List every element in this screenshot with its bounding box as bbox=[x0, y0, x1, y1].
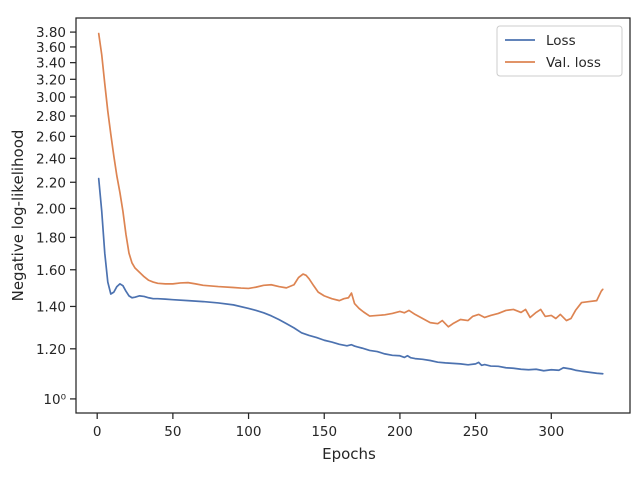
y-tick-label: 1.60 bbox=[36, 263, 66, 279]
x-axis-title: Epochs bbox=[322, 445, 376, 463]
series-line-val-loss bbox=[97, 32, 604, 328]
series-layer bbox=[97, 32, 604, 375]
series-line-loss bbox=[97, 177, 604, 375]
y-tick-label: 2.40 bbox=[36, 151, 66, 167]
y-tick-label: 10⁰ bbox=[43, 392, 66, 408]
x-tick-label: 50 bbox=[164, 424, 181, 440]
x-tick-label: 200 bbox=[387, 424, 413, 440]
x-tick-label: 300 bbox=[538, 424, 564, 440]
y-tick-label: 3.80 bbox=[36, 25, 66, 41]
legend-box bbox=[496, 25, 623, 77]
plot-frame bbox=[75, 17, 631, 414]
y-tick-label: 3.60 bbox=[36, 40, 66, 56]
legend-label-loss: Loss bbox=[546, 33, 576, 49]
y-tick-label: 1.40 bbox=[36, 299, 66, 315]
legend-label-val-loss: Val. loss bbox=[546, 55, 601, 71]
y-tick-label: 3.00 bbox=[36, 90, 66, 106]
y-tick-label: 2.20 bbox=[36, 175, 66, 191]
legend: Loss Val. loss bbox=[496, 25, 623, 77]
y-axis: 10⁰ 1.20 1.40 1.60 1.80 2.00 2.20 2.40 2.60 2.80 3… bbox=[36, 25, 76, 408]
y-axis-title: Negative log-likelihood bbox=[9, 130, 27, 302]
y-tick-label: 3.40 bbox=[36, 56, 66, 72]
y-tick-label: 2.80 bbox=[36, 109, 66, 125]
y-tick-label: 1.80 bbox=[36, 230, 66, 246]
x-tick-label: 150 bbox=[311, 424, 337, 440]
y-tick-label: 1.20 bbox=[36, 342, 66, 358]
x-axis: 0 50 100 150 200 250 300 bbox=[93, 413, 564, 440]
y-tick-label: 3.20 bbox=[36, 72, 66, 88]
x-tick-label: 0 bbox=[93, 424, 102, 440]
x-tick-label: 100 bbox=[236, 424, 262, 440]
x-tick-label: 250 bbox=[463, 424, 489, 440]
y-tick-label: 2.60 bbox=[36, 129, 66, 145]
y-tick-label: 2.00 bbox=[36, 201, 66, 217]
